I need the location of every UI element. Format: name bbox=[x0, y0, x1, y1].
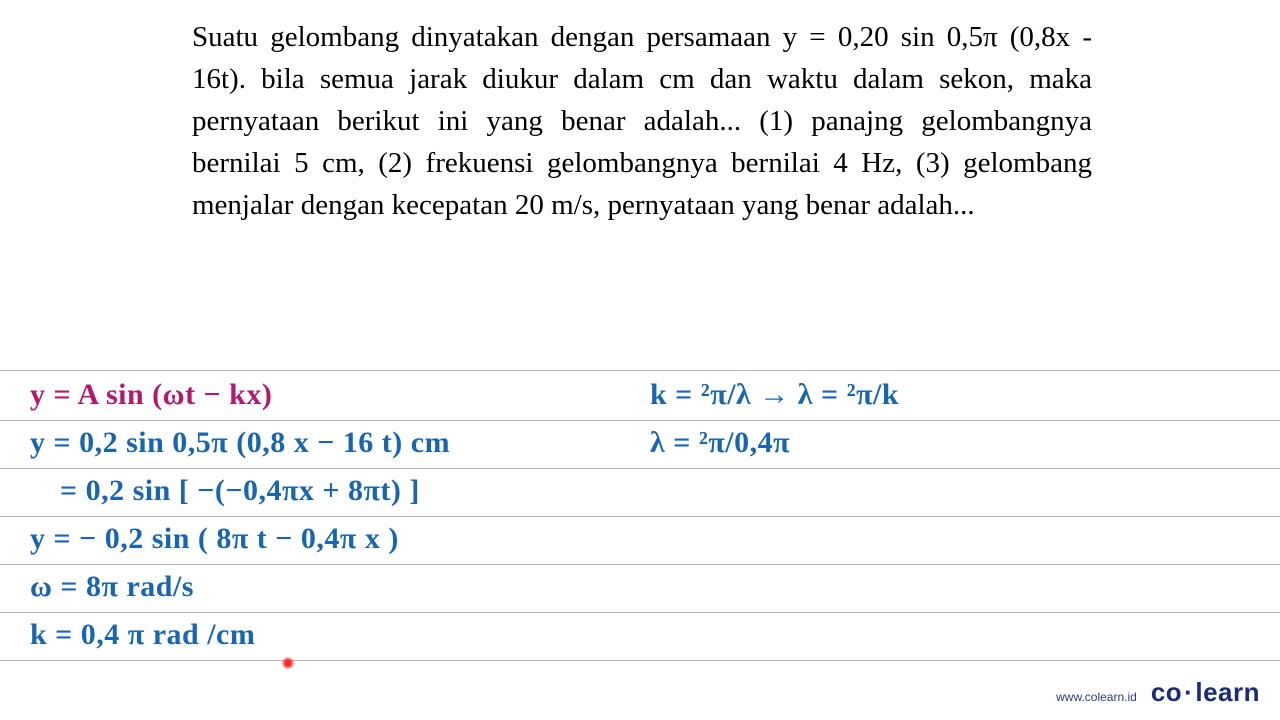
footer: www.colearn.id co·learn bbox=[1056, 677, 1260, 708]
rule-line bbox=[0, 516, 1280, 517]
hand-k-lambda: k = ²π/λ → λ = ²π/k bbox=[650, 378, 899, 412]
footer-url: www.colearn.id bbox=[1056, 690, 1137, 704]
hand-eq-given: y = 0,2 sin 0,5π (0,8 x − 16 t) cm bbox=[30, 426, 450, 460]
laser-pointer-icon bbox=[282, 657, 294, 669]
problem-statement: Suatu gelombang dinyatakan dengan persam… bbox=[192, 16, 1092, 226]
hand-lambda-sub: λ = ²π/0,4π bbox=[650, 426, 790, 460]
hand-eq-expand: = 0,2 sin [ −(−0,4πx + 8πt) ] bbox=[60, 474, 420, 508]
hand-k: k = 0,4 π rad /cm bbox=[30, 618, 255, 652]
rule-line bbox=[0, 660, 1280, 661]
logo-suffix: learn bbox=[1195, 677, 1260, 707]
colearn-logo: co·learn bbox=[1151, 677, 1260, 708]
logo-prefix: co bbox=[1151, 677, 1182, 707]
rule-line bbox=[0, 612, 1280, 613]
hand-eq-rewrite: y = − 0,2 sin ( 8π t − 0,4π x ) bbox=[30, 522, 399, 556]
rule-line bbox=[0, 370, 1280, 371]
hand-eq-general: y = A sin (ωt − kx) bbox=[30, 378, 272, 412]
rule-line bbox=[0, 468, 1280, 469]
hand-omega: ω = 8π rad/s bbox=[30, 570, 194, 604]
logo-dot-icon: · bbox=[1184, 677, 1193, 707]
rule-line bbox=[0, 420, 1280, 421]
rule-line bbox=[0, 564, 1280, 565]
